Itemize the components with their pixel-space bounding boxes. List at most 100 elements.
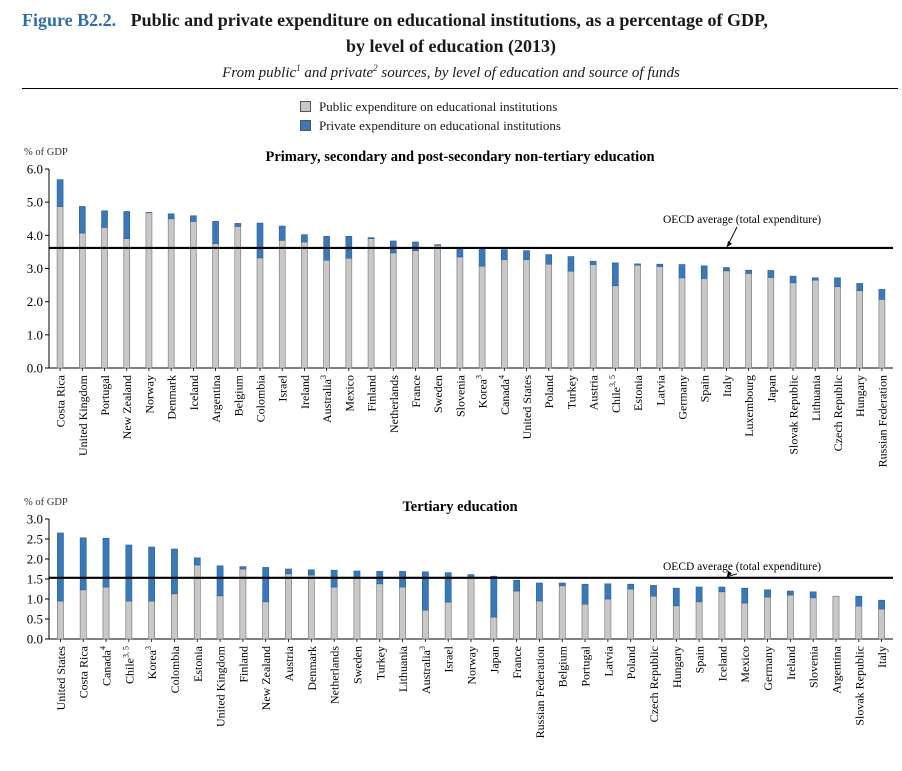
x-tick-label: Poland [624, 646, 638, 679]
bar-private [212, 221, 219, 244]
x-tick-label: Japan [487, 646, 501, 673]
x-tick-label-name: Chile [122, 658, 136, 684]
bar-public [789, 282, 797, 369]
x-tick-label-name: Finland [365, 375, 379, 412]
x-tick-label: Netherlands [387, 375, 401, 433]
x-tick-label: Canada4 [99, 646, 114, 686]
bar-private [672, 587, 680, 607]
x-tick-label: Finland [365, 375, 379, 412]
x-tick-label: Slovenia [807, 645, 821, 688]
bar-public [567, 270, 575, 369]
bar-public [148, 600, 156, 640]
bar-private [278, 225, 286, 241]
x-tick-label: Luxembourg [742, 375, 756, 437]
x-tick-label-name: Argentina [829, 645, 843, 693]
bar-public [171, 593, 178, 640]
bar-public [700, 278, 708, 369]
x-tick-label-name: Australia [419, 649, 433, 694]
bar-private [234, 223, 242, 227]
bar-public [239, 568, 247, 640]
bar-private [171, 548, 178, 595]
x-tick-label-name: New Zealand [259, 646, 273, 710]
bar-public [834, 286, 841, 369]
bar-private [834, 277, 841, 288]
x-tick-label-name: Argentina [209, 374, 223, 422]
bar-private [878, 289, 886, 300]
bar-public [399, 586, 406, 640]
x-tick-label: Ireland [298, 375, 312, 409]
legend-item-public: Public expenditure on educational instit… [300, 97, 561, 116]
x-tick-label-name: Korea [476, 378, 490, 408]
y-tick-label: 1.5 [27, 572, 43, 587]
bar-public [634, 264, 641, 369]
bar-public [558, 585, 566, 640]
x-tick-label-name: Mexico [738, 646, 752, 683]
bar-private [604, 583, 612, 600]
x-tick-label-name: Slovak Republic [852, 646, 866, 726]
x-tick-label: Germany [676, 375, 690, 420]
bar-private [627, 583, 635, 590]
y-axis-label: % of GDP [24, 497, 68, 508]
x-tick-label-name: Japan [764, 375, 778, 402]
x-tick-label: Norway [142, 375, 156, 414]
x-tick-label-name: Poland [542, 375, 556, 408]
bar-public [723, 270, 730, 369]
x-tick-label-name: Lithuania [396, 645, 410, 692]
bar-public [353, 577, 361, 640]
x-tick-label-name: Luxembourg [742, 375, 756, 437]
bar-private [536, 582, 543, 602]
bar-private [567, 256, 575, 272]
bar-public [56, 206, 64, 369]
bar-private [745, 269, 752, 274]
bar-public [79, 589, 87, 640]
subtitle-part: sources, by level of education and sourc… [377, 65, 680, 81]
oecd-average-arrowhead [727, 240, 732, 247]
subtitle-part: From public [222, 65, 297, 81]
bar-public [581, 603, 589, 640]
bar-private [190, 215, 197, 222]
oecd-average-label: OECD average (total expenditure) [663, 214, 821, 226]
figure-title-text: Public and private expenditure on educat… [130, 10, 768, 30]
bar-private [490, 575, 498, 618]
bar-public [809, 597, 817, 640]
bar-public [604, 598, 612, 640]
x-tick-label-name: Japan [487, 646, 501, 673]
bar-private [678, 264, 686, 279]
x-tick-label-name: Sweden [431, 375, 445, 413]
x-tick-label: Estonia [191, 645, 205, 682]
x-tick-label-name: Denmark [305, 646, 319, 691]
x-tick-label-footnote: 4 [99, 646, 108, 650]
x-tick-label: Belgium [556, 645, 570, 687]
y-tick-label: 0.0 [27, 632, 43, 647]
bar-private [856, 283, 863, 292]
x-tick-label: United Kingdom [76, 374, 90, 456]
x-tick-label: Iceland [715, 646, 729, 681]
x-tick-label-name: Italy [875, 646, 889, 668]
chart-legend: Public expenditure on educational instit… [300, 97, 561, 135]
bar-public [878, 608, 885, 640]
x-tick-label-name: Czech Republic [647, 646, 661, 722]
x-tick-label-footnote: 4 [497, 375, 506, 379]
x-tick-label-name: Netherlands [387, 375, 401, 433]
bar-public [323, 259, 330, 369]
y-tick-label: 5.0 [27, 195, 43, 210]
bar-public [193, 564, 201, 640]
x-tick-label: Australia3 [418, 646, 433, 694]
x-tick-label: United States [54, 646, 68, 711]
y-axis-label: % of GDP [24, 147, 68, 158]
bar-private [523, 250, 530, 260]
x-tick-label-name: Canada [498, 378, 512, 415]
x-tick-label-name: Italy [720, 375, 734, 397]
bar-public [307, 574, 315, 640]
x-tick-label-name: Finland [236, 646, 250, 683]
x-tick-label: Portugal [579, 645, 593, 686]
x-tick-label: Colombia [168, 645, 182, 693]
bar-public [190, 221, 197, 369]
x-tick-label: Argentina [209, 374, 223, 422]
chart-tertiary: % of GDP Tertiary education 0.0 0.5 1.0 1.5 2.… [24, 497, 893, 738]
x-tick-label: Costa Rica [77, 645, 91, 698]
x-tick-label-name: United States [54, 646, 68, 711]
bar-private [285, 568, 292, 575]
x-tick-label: United States [520, 375, 534, 440]
x-tick-label-name: Slovak Republic [787, 375, 801, 455]
